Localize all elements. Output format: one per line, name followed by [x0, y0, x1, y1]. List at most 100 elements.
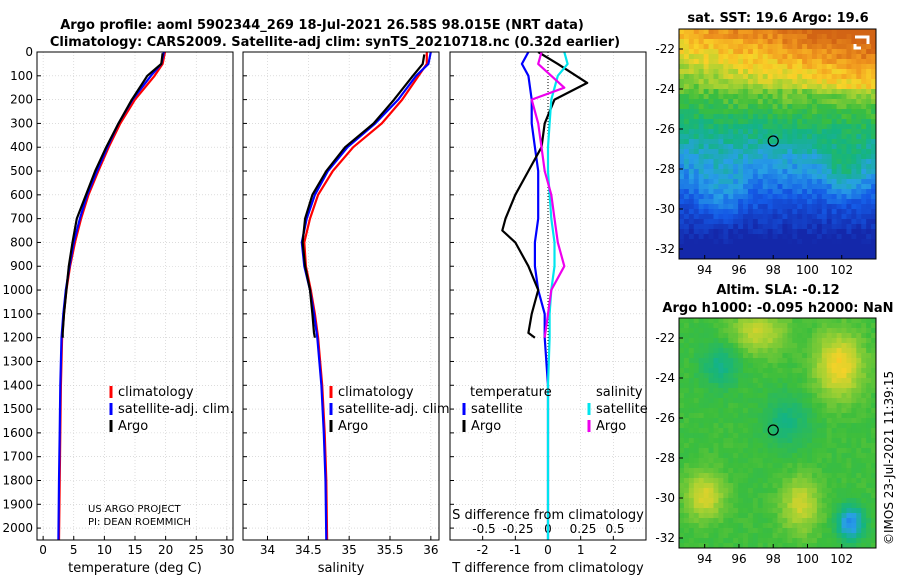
- map-cell: [757, 254, 764, 259]
- map-cell: [821, 169, 828, 175]
- map-cell: [738, 254, 744, 259]
- map-cell: [772, 99, 778, 105]
- map-cell: [703, 69, 709, 75]
- map-cell: [747, 64, 754, 70]
- map-cell: [831, 453, 837, 459]
- map-cell: [747, 413, 754, 419]
- map-cell: [698, 433, 705, 439]
- map-cell: [807, 84, 813, 90]
- map-cell: [792, 64, 798, 70]
- map-cell: [797, 79, 803, 85]
- map-cell: [728, 54, 734, 60]
- map-cell: [807, 39, 813, 45]
- map-cell: [777, 194, 783, 200]
- map-cell: [851, 159, 857, 165]
- map-cell: [772, 69, 778, 75]
- map-cell: [708, 408, 714, 414]
- map-cell: [841, 249, 847, 255]
- map-cell: [826, 229, 833, 235]
- map-cell: [772, 84, 778, 90]
- map-cell: [728, 408, 734, 414]
- map-cell: [777, 189, 783, 195]
- map-cell: [811, 363, 818, 369]
- map-cell: [777, 538, 783, 544]
- map-cell: [688, 49, 695, 55]
- map-cell: [836, 209, 842, 215]
- map-cell: [733, 164, 739, 170]
- map-cell: [782, 64, 788, 70]
- map-cell: [718, 448, 724, 454]
- map-cell: [816, 54, 823, 60]
- map-cell: [747, 119, 754, 125]
- map-cell: [831, 373, 837, 379]
- map-cell: [866, 428, 872, 434]
- map-cell: [846, 483, 852, 489]
- map-cell: [772, 149, 778, 155]
- map-cell: [693, 433, 700, 439]
- map-cell: [752, 348, 759, 354]
- map-cell: [738, 94, 744, 100]
- map-cell: [679, 159, 685, 165]
- map-cell: [723, 543, 729, 548]
- map-cell: [703, 139, 709, 145]
- map-cell: [782, 468, 788, 474]
- map-cell: [718, 498, 724, 504]
- map-cell: [856, 408, 862, 414]
- map-cell: [821, 224, 828, 230]
- map-cell: [723, 174, 729, 180]
- map-cell: [846, 428, 852, 434]
- map-cell: [679, 343, 685, 349]
- map-cell: [757, 478, 764, 484]
- map-cell: [718, 244, 724, 250]
- map-cell: [767, 29, 773, 35]
- map-cell: [767, 99, 773, 105]
- map-cell: [826, 89, 833, 95]
- map-cell: [792, 513, 798, 519]
- map-cell: [693, 358, 700, 364]
- map-cell: [782, 99, 788, 105]
- map-cell: [708, 204, 714, 210]
- map-cell: [752, 119, 759, 125]
- map-cell: [807, 74, 813, 80]
- map-cell: [752, 189, 759, 195]
- map-cell: [821, 328, 828, 334]
- map-cell: [856, 39, 862, 45]
- map-cell: [846, 79, 852, 85]
- map-cell: [836, 74, 842, 80]
- map-cell: [811, 338, 818, 344]
- map-cell: [688, 194, 695, 200]
- map-cell: [757, 124, 764, 130]
- map-cell: [782, 408, 788, 414]
- map-cell: [782, 54, 788, 60]
- map-cell: [861, 478, 867, 484]
- map-cell: [738, 244, 744, 250]
- map-cell: [787, 179, 793, 185]
- map-cell: [713, 343, 719, 349]
- map-cell: [831, 99, 837, 105]
- map-cell: [703, 403, 709, 409]
- map-cell: [871, 488, 876, 494]
- map-cell: [738, 134, 744, 140]
- map-cell: [718, 493, 724, 499]
- map-cell: [811, 74, 818, 80]
- map-cell: [866, 204, 872, 210]
- map-cell: [851, 493, 857, 499]
- map-cell: [836, 59, 842, 65]
- map-cell: [767, 398, 773, 404]
- map-cell: [787, 453, 793, 459]
- map-cell: [703, 154, 709, 160]
- map-cell: [807, 448, 813, 454]
- map-cell: [807, 34, 813, 40]
- map-cell: [762, 84, 769, 90]
- map-cell: [787, 49, 793, 55]
- map-cell: [718, 119, 724, 125]
- map-cell: [856, 323, 862, 329]
- map-cell: [866, 498, 872, 504]
- map-cell: [856, 124, 862, 130]
- map-cell: [821, 49, 828, 55]
- map-cell: [831, 194, 837, 200]
- map-cell: [802, 124, 808, 130]
- map-cell: [762, 69, 769, 75]
- map-cell: [747, 473, 754, 479]
- map-cell: [743, 383, 749, 389]
